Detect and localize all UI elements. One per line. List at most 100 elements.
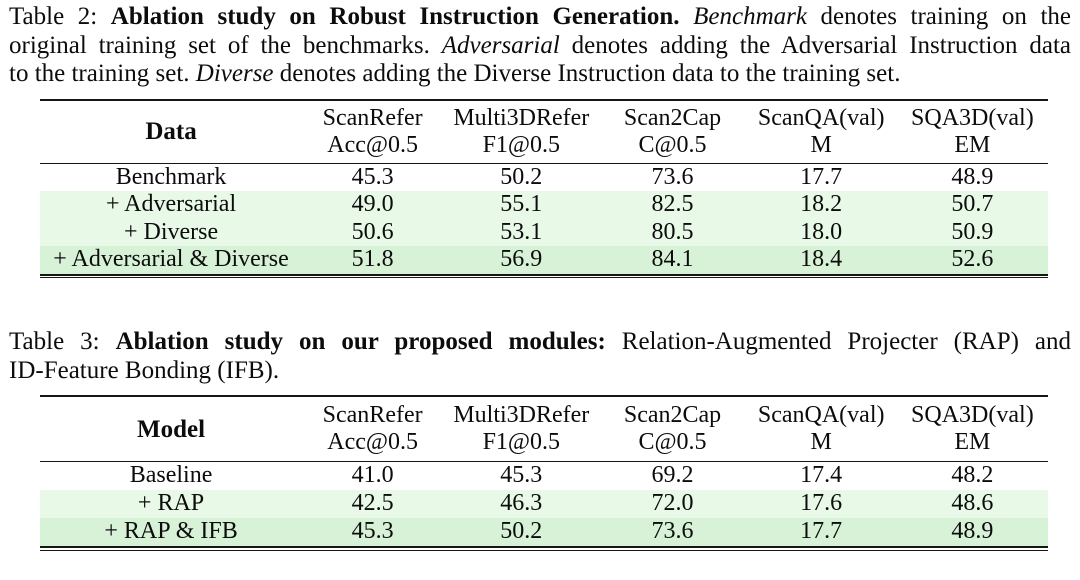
table3-header-row: Model ScanRefer Acc@0.5 Multi3DRefer F1@… [40, 397, 1048, 461]
table-row-rap-ifb: + RAP & IFB 45.3 50.2 73.6 17.7 48.9 [40, 518, 1048, 547]
table3-caption-line-1: Table 3: Ablation study on our proposed … [9, 328, 1071, 357]
table-row-diverse: + Diverse 50.6 53.1 80.5 18.0 50.9 [40, 218, 1048, 246]
table3-header-rule [40, 461, 1048, 463]
header-metric-measure: M [810, 429, 832, 456]
header-metric-measure: EM [954, 131, 991, 158]
table2-caption-line-1: Table 2: Ablation study on Robust Instru… [9, 3, 1071, 32]
cell-value: 48.6 [951, 490, 994, 517]
cell-value: 73.6 [651, 518, 694, 545]
row-label: + RAP [137, 490, 205, 517]
table2-header-data: Data [145, 118, 197, 145]
cell-value: 52.6 [951, 246, 994, 272]
table3-header-scan2cap: Scan2Cap C@0.5 [599, 402, 745, 456]
header-metric-name: ScanRefer [322, 402, 423, 429]
row-label: Benchmark [115, 163, 227, 190]
table2-header-multi3drefer: Multi3DRefer F1@0.5 [443, 105, 599, 159]
cell-value: 73.6 [651, 163, 694, 190]
header-metric-name: Scan2Cap [623, 104, 722, 131]
cell-value: 45.3 [351, 518, 394, 545]
table3: Model ScanRefer Acc@0.5 Multi3DRefer F1@… [40, 395, 1048, 551]
cell-value: 48.9 [951, 518, 994, 545]
row-label: Baseline [129, 462, 213, 489]
cell-value: 45.3 [500, 462, 543, 489]
cell-value: 51.8 [351, 246, 394, 272]
table2-header-row: Data ScanRefer Acc@0.5 Multi3DRefer F1@0… [40, 101, 1048, 163]
table2-header-scanrefer: ScanRefer Acc@0.5 [302, 105, 443, 159]
caption-text: ID-Feature Bonding (IFB). [9, 356, 280, 384]
table2-caption-line-3: to the training set. Diverse denotes add… [9, 60, 1071, 89]
cell-value: 69.2 [651, 462, 694, 489]
header-metric-name: ScanQA(val) [757, 402, 885, 429]
header-metric-measure: F1@0.5 [482, 429, 561, 456]
table-row-adversarial-diverse: + Adversarial & Diverse 51.8 56.9 84.1 1… [40, 246, 1048, 274]
header-metric-name: SQA3D(val) [911, 104, 1034, 131]
row-label: + Diverse [123, 218, 219, 245]
caption-text-italic: Adversarial [441, 31, 560, 59]
cell-value: 42.5 [351, 490, 394, 517]
header-metric-name: Multi3DRefer [453, 402, 590, 429]
table2-header-rule [40, 162, 1048, 164]
cell-value: 17.7 [800, 518, 843, 545]
table-row-benchmark: Benchmark 45.3 50.2 73.6 17.7 48.9 [40, 164, 1048, 192]
caption-text: Table 2: [9, 3, 111, 30]
header-metric-measure: EM [954, 429, 991, 456]
header-metric-name: ScanRefer [322, 104, 423, 131]
cell-value: 72.0 [651, 490, 694, 517]
cell-value: 53.1 [500, 218, 543, 245]
caption-text-italic: Diverse [195, 60, 274, 87]
table2-caption: Table 2: Ablation study on Robust Instru… [0, 0, 1080, 89]
header-metric-measure: Acc@0.5 [327, 131, 418, 158]
table-row-adversarial: + Adversarial 49.0 55.1 82.5 18.2 50.7 [40, 191, 1048, 219]
cell-value: 48.9 [951, 163, 994, 190]
row-label: + Adversarial & Diverse [53, 246, 289, 272]
cell-value: 18.0 [800, 218, 843, 245]
caption-text: Table 3: [9, 328, 116, 356]
cell-value: 56.9 [500, 246, 543, 272]
cell-value: 18.4 [800, 246, 843, 272]
caption-text-italic: Benchmark [693, 3, 807, 30]
table3-header-sqa3d: SQA3D(val) EM [897, 402, 1048, 456]
cell-value: 17.4 [800, 462, 843, 489]
table3-header-scanrefer: ScanRefer Acc@0.5 [302, 402, 443, 456]
table3-header-scanqa: ScanQA(val) M [746, 402, 897, 456]
caption-text: original training set of the benchmarks. [9, 31, 442, 59]
cell-value: 17.6 [800, 490, 843, 517]
table2-header-scanqa: ScanQA(val) M [746, 105, 897, 159]
row-label: + RAP & IFB [104, 518, 238, 545]
header-metric-measure: C@0.5 [638, 131, 707, 158]
table2-header-scan2cap: Scan2Cap C@0.5 [599, 105, 745, 159]
table2-header-sqa3d: SQA3D(val) EM [897, 105, 1048, 159]
table-row-baseline: Baseline 41.0 45.3 69.2 17.4 48.2 [40, 462, 1048, 490]
cell-value: 45.3 [351, 163, 394, 190]
cell-value: 80.5 [651, 218, 694, 245]
cell-value: 50.6 [351, 218, 394, 245]
table2: Data ScanRefer Acc@0.5 Multi3DRefer F1@0… [40, 98, 1048, 279]
cell-value: 50.2 [500, 518, 543, 545]
table3-header-model: Model [137, 415, 206, 443]
header-metric-name: ScanQA(val) [757, 104, 885, 131]
table3-caption: Table 3: Ablation study on our proposed … [0, 328, 1080, 385]
caption-text: denotes adding the Diverse Instruction d… [273, 60, 901, 87]
caption-text: Relation-Augmented Projecter (RAP) and [605, 328, 1071, 356]
header-metric-measure: F1@0.5 [482, 131, 561, 158]
cell-value: 49.0 [351, 191, 394, 217]
table2-top-rule [40, 98, 1048, 101]
caption-text-bold: Ablation study on Robust Instruction Gen… [110, 3, 694, 30]
caption-text-bold: Ablation study on our proposed modules: [115, 328, 606, 356]
header-metric-name: SQA3D(val) [911, 402, 1034, 429]
table3-header-multi3drefer: Multi3DRefer F1@0.5 [443, 402, 599, 456]
cell-value: 48.2 [951, 462, 994, 489]
cell-value: 50.9 [951, 218, 994, 245]
table3-top-rule [40, 395, 1048, 398]
table3-bottom-rule [40, 546, 1048, 551]
cell-value: 84.1 [651, 246, 694, 272]
header-metric-measure: C@0.5 [638, 429, 707, 456]
cell-value: 50.7 [951, 191, 994, 217]
table3-caption-line-2: ID-Feature Bonding (IFB). [9, 357, 1071, 386]
table-row-rap: + RAP 42.5 46.3 72.0 17.6 48.6 [40, 490, 1048, 519]
caption-text: to the training set. [9, 60, 196, 87]
table2-caption-line-2: original training set of the benchmarks.… [9, 32, 1071, 61]
caption-text: denotes adding the Adversarial Instructi… [559, 31, 1071, 59]
cell-value: 41.0 [351, 462, 394, 489]
cell-value: 18.2 [800, 191, 843, 217]
